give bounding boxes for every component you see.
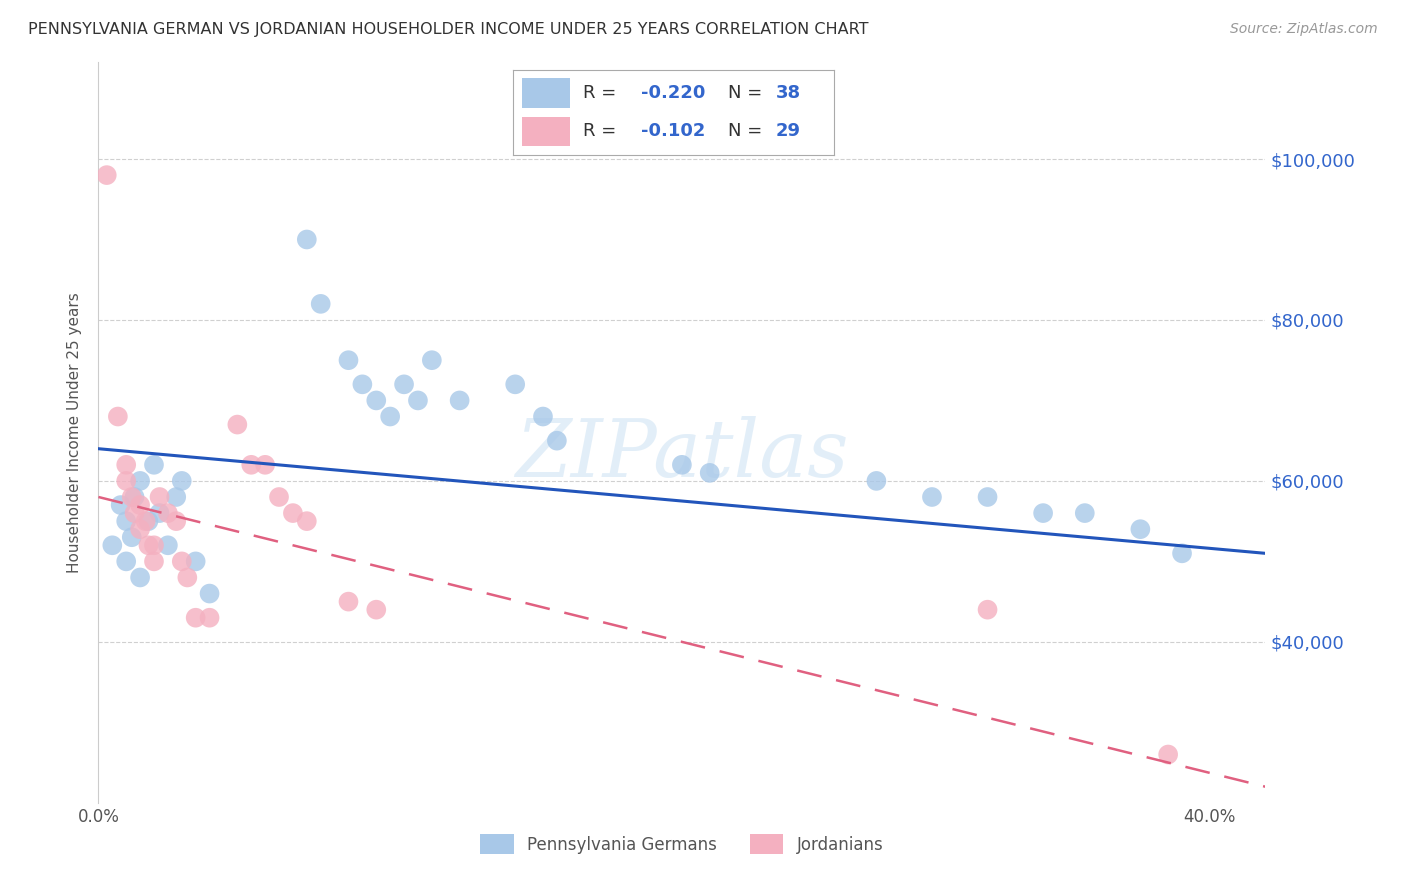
Text: PENNSYLVANIA GERMAN VS JORDANIAN HOUSEHOLDER INCOME UNDER 25 YEARS CORRELATION C: PENNSYLVANIA GERMAN VS JORDANIAN HOUSEHO… bbox=[28, 22, 869, 37]
Point bbox=[101, 538, 124, 552]
Point bbox=[699, 466, 721, 480]
Point bbox=[156, 506, 179, 520]
Point bbox=[366, 602, 388, 616]
Point bbox=[1171, 546, 1194, 560]
Point bbox=[115, 458, 138, 472]
Point bbox=[129, 570, 152, 584]
Point bbox=[406, 393, 429, 408]
Point bbox=[143, 538, 166, 552]
Point bbox=[115, 514, 138, 528]
Point bbox=[170, 474, 193, 488]
Point bbox=[107, 409, 129, 424]
Point bbox=[240, 458, 263, 472]
Point bbox=[115, 474, 138, 488]
Point bbox=[380, 409, 402, 424]
Point bbox=[129, 498, 152, 512]
Point bbox=[96, 168, 118, 182]
Point bbox=[115, 554, 138, 568]
Point bbox=[129, 522, 152, 536]
Point bbox=[148, 490, 170, 504]
Point bbox=[198, 586, 221, 600]
Point bbox=[295, 514, 318, 528]
Point bbox=[295, 232, 318, 246]
Y-axis label: Householder Income Under 25 years: Householder Income Under 25 years bbox=[67, 293, 83, 573]
Legend: Pennsylvania Germans, Jordanians: Pennsylvania Germans, Jordanians bbox=[474, 828, 890, 861]
Point bbox=[531, 409, 554, 424]
Point bbox=[337, 594, 360, 608]
Point bbox=[124, 490, 146, 504]
Point bbox=[165, 514, 187, 528]
Point bbox=[156, 538, 179, 552]
Point bbox=[143, 554, 166, 568]
Point bbox=[1032, 506, 1054, 520]
Point bbox=[165, 490, 187, 504]
Point bbox=[138, 514, 160, 528]
Point bbox=[1157, 747, 1180, 762]
Point bbox=[148, 506, 170, 520]
Point bbox=[124, 506, 146, 520]
Point bbox=[921, 490, 943, 504]
Point bbox=[865, 474, 887, 488]
Point bbox=[1074, 506, 1097, 520]
Point bbox=[546, 434, 568, 448]
Point bbox=[176, 570, 198, 584]
Text: ZIPatlas: ZIPatlas bbox=[515, 416, 849, 493]
Point bbox=[121, 490, 143, 504]
Point bbox=[976, 602, 998, 616]
Point bbox=[184, 554, 207, 568]
Point bbox=[449, 393, 471, 408]
Point bbox=[352, 377, 374, 392]
Point bbox=[281, 506, 304, 520]
Point bbox=[1129, 522, 1152, 536]
Point bbox=[170, 554, 193, 568]
Point bbox=[121, 530, 143, 544]
Point bbox=[309, 297, 332, 311]
Point bbox=[366, 393, 388, 408]
Point bbox=[671, 458, 693, 472]
Point bbox=[392, 377, 415, 392]
Point bbox=[129, 474, 152, 488]
Point bbox=[503, 377, 526, 392]
Point bbox=[420, 353, 443, 368]
Point bbox=[337, 353, 360, 368]
Point bbox=[135, 514, 157, 528]
Point bbox=[267, 490, 290, 504]
Point bbox=[198, 611, 221, 625]
Point bbox=[110, 498, 132, 512]
Point bbox=[976, 490, 998, 504]
Point bbox=[226, 417, 249, 432]
Point bbox=[143, 458, 166, 472]
Point bbox=[184, 611, 207, 625]
Text: Source: ZipAtlas.com: Source: ZipAtlas.com bbox=[1230, 22, 1378, 37]
Point bbox=[254, 458, 277, 472]
Point bbox=[138, 538, 160, 552]
